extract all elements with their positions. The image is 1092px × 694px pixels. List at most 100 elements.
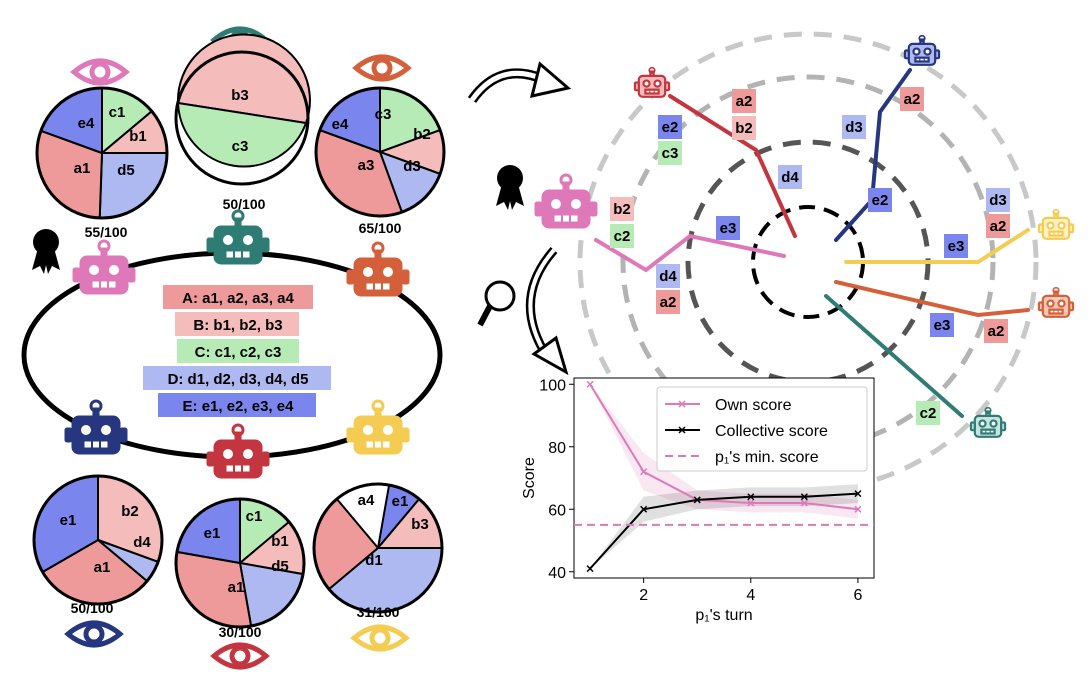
data-point	[640, 505, 648, 513]
robot-icon	[71, 239, 137, 296]
radial-label-bg	[732, 116, 756, 140]
x-tick-label: 2	[639, 587, 648, 604]
score-chart: 40 60 80 100 2 4 6 p₁'s turn Score Own score Colle…	[521, 377, 875, 624]
data-point	[854, 505, 862, 513]
data-point	[747, 493, 755, 501]
legend-label: Collective score	[715, 423, 828, 440]
radial-label: c2	[920, 405, 937, 422]
radial-label-bg	[716, 216, 740, 240]
pie-label: d1	[365, 552, 383, 569]
pie-navy: b2 d4 a1 e1	[32, 474, 164, 606]
data-point	[800, 493, 808, 501]
radial-label: e2	[662, 119, 679, 136]
radial-label-bg	[868, 188, 892, 212]
robot-icon	[1037, 208, 1075, 240]
pie-label: b1	[271, 533, 289, 550]
confidence-band	[590, 484, 858, 569]
radial-label-bg	[658, 115, 682, 139]
eye-icon	[74, 61, 126, 83]
radial-label-bg	[656, 290, 680, 314]
curved-arrow-icon	[526, 247, 569, 376]
radial-label: a2	[904, 91, 921, 108]
path-red	[668, 94, 797, 238]
robot-icon	[205, 423, 271, 480]
eye-icon	[356, 57, 408, 79]
radial-label-bg	[842, 115, 866, 139]
award-ribbon-icon	[32, 229, 60, 274]
pie-label: d5	[117, 162, 135, 179]
radial-label-bg	[658, 141, 682, 165]
data-point	[854, 490, 862, 498]
robot-icon	[1037, 286, 1075, 318]
data-point	[586, 380, 594, 388]
legend-label: p₁'s min. score	[715, 449, 819, 466]
pie-outline	[312, 482, 444, 614]
y-tick-label: 80	[548, 440, 566, 457]
robot-icon	[205, 209, 271, 266]
radial-label: a2	[736, 93, 753, 110]
legend-marker	[678, 426, 686, 434]
pie-label: e1	[392, 493, 409, 510]
radial-label-bg	[986, 188, 1010, 212]
score-teal: 50/100	[223, 196, 266, 212]
x-tick-label: 4	[746, 587, 755, 604]
pie-label: a1	[94, 559, 111, 576]
radial-label: c3	[662, 145, 679, 162]
pie-label: c3	[375, 106, 392, 123]
confidence-band	[590, 384, 858, 519]
eye-icon	[354, 627, 406, 649]
pie-slice	[176, 101, 308, 168]
pie-label: a3	[358, 157, 375, 174]
radial-label: a2	[660, 294, 677, 311]
data-point	[693, 496, 701, 504]
group-E: E: e1, e2, e3, e4	[183, 398, 295, 415]
radial-label: e2	[872, 192, 889, 209]
y-tick-label: 60	[548, 502, 566, 519]
pie-label: a4	[358, 492, 375, 509]
radial-label: b2	[735, 120, 753, 137]
eye-icon	[68, 623, 120, 645]
pie-label: e4	[78, 115, 95, 132]
pie-label: b1	[129, 128, 147, 145]
pie-label: d3	[403, 158, 421, 175]
pie-label: b3	[231, 87, 249, 104]
x-axis-label: p₁'s turn	[695, 607, 752, 624]
chart-legend: Own score Collective score p₁'s min. score	[656, 386, 868, 472]
robot-icon	[345, 241, 411, 298]
eye-icon	[214, 645, 266, 667]
path-teal	[824, 294, 964, 418]
radial-label: a2	[990, 218, 1007, 235]
score-red: 30/100	[219, 624, 262, 640]
group-B: B: b1, b2, b3	[193, 317, 282, 334]
series-line	[589, 383, 859, 511]
radial-label: e3	[934, 317, 951, 334]
radial-label-bg	[984, 319, 1008, 343]
pie-label: b3	[411, 516, 429, 533]
path-orange	[834, 280, 1030, 318]
score-pink: 55/100	[85, 224, 128, 240]
radial-label: e3	[720, 220, 737, 237]
radial-label-bg	[732, 89, 756, 113]
pie-label: c1	[246, 508, 263, 525]
radial-label: d3	[845, 119, 863, 136]
pie-orange: c3 b2 d3 a3 e4	[314, 86, 446, 218]
pie-outline	[174, 50, 310, 186]
path-pink	[594, 233, 786, 273]
radial-label-bg	[930, 313, 954, 337]
group-D: D: d1, d2, d3, d4, d5	[168, 371, 309, 388]
radial-label: e3	[948, 238, 965, 255]
legend-box	[656, 386, 868, 472]
radial-label: d4	[659, 268, 677, 285]
curved-arrow-icon	[467, 61, 572, 103]
group-A: A: a1, a2, a3, a4	[182, 290, 294, 307]
pie-teal: b3 c3	[174, 33, 311, 186]
score-yellow: 31/100	[357, 604, 400, 620]
series-line	[589, 492, 858, 570]
path-yellow	[844, 228, 1030, 264]
radial-label: d4	[781, 169, 799, 186]
radial-label-bg	[900, 87, 924, 111]
pie-label: b2	[413, 126, 431, 143]
x-tick-label: 6	[853, 587, 862, 604]
